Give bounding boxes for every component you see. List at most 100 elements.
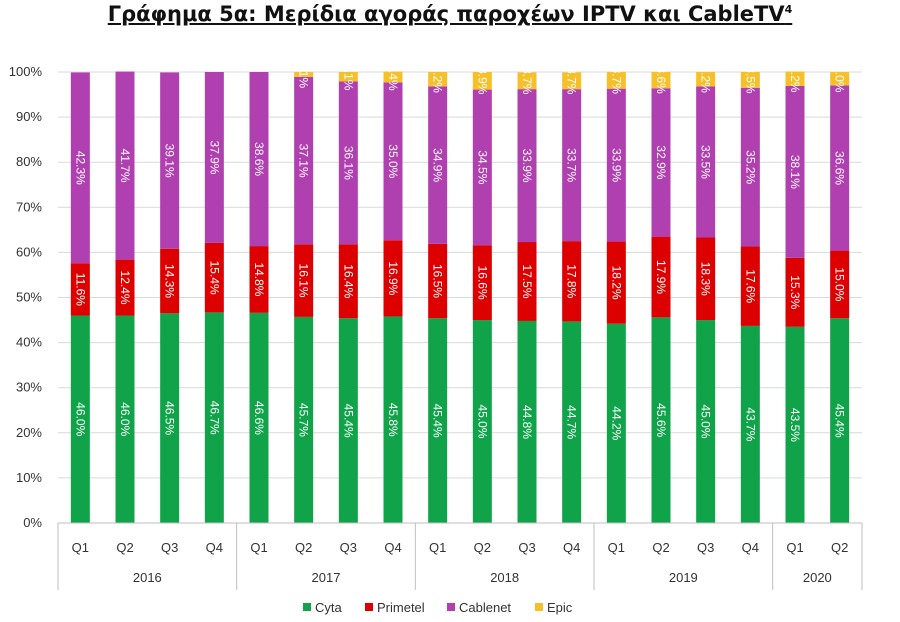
data-label: 36.6%: [833, 151, 847, 185]
x-tick-label: Q1: [608, 540, 625, 555]
data-label: 17.6%: [743, 269, 757, 303]
year-label: 2019: [669, 570, 698, 585]
data-label: 18.2%: [609, 266, 623, 300]
x-tick-label: Q1: [786, 540, 803, 555]
data-label: 3.9%: [475, 67, 489, 95]
bar-segment-epic: [696, 72, 716, 87]
data-label: 15.4%: [207, 261, 221, 295]
bar-segment-primetel: [383, 240, 403, 317]
title-footnote: 4: [784, 3, 793, 16]
data-label: 17.9%: [654, 260, 668, 294]
x-tick-label: Q2: [116, 540, 133, 555]
bar-segment-cablenet: [428, 86, 448, 244]
data-label: 38.1%: [788, 155, 802, 189]
y-tick-label: 10%: [16, 470, 42, 485]
bar-segment-cyta: [428, 318, 448, 523]
bar-segment-primetel: [294, 244, 314, 317]
data-label: 15.0%: [833, 267, 847, 301]
data-label: 16.1%: [297, 264, 311, 298]
y-tick-label: 90%: [16, 109, 42, 124]
year-label: 2017: [312, 570, 341, 585]
bar-segment-primetel: [696, 237, 716, 321]
legend-swatch-epic: [535, 603, 543, 611]
x-tick-label: Q3: [697, 540, 714, 555]
y-tick-label: 70%: [16, 199, 42, 214]
data-label: 45.4%: [431, 404, 445, 438]
bar-segment-cablenet: [383, 82, 403, 241]
bar-segment-cablenet: [562, 89, 582, 242]
bar-segment-cyta: [785, 326, 805, 523]
x-tick-label: Q4: [742, 540, 759, 555]
x-tick-label: Q1: [72, 540, 89, 555]
x-tick-label: Q2: [652, 540, 669, 555]
legend-label-epic: Epic: [547, 600, 573, 615]
bar-segment-cablenet: [338, 81, 358, 245]
data-label: 46.6%: [252, 401, 266, 435]
x-tick-label: Q2: [295, 540, 312, 555]
data-label: 45.4%: [833, 404, 847, 438]
data-label: 15.3%: [788, 275, 802, 309]
gridlines: [58, 71, 862, 524]
data-label: 38.6%: [252, 142, 266, 176]
data-label: 37.9%: [207, 140, 221, 174]
y-tick-label: 60%: [16, 244, 42, 259]
bar-segment-epic: [383, 71, 403, 83]
legend-label-primetel: Primetel: [377, 600, 425, 615]
x-tick-label: Q4: [384, 540, 401, 555]
y-axis: 0% 10% 20% 30% 40% 50% 60% 70% 80% 90% 100%: [9, 64, 43, 530]
data-label: 2.4%: [386, 63, 400, 91]
x-tick-label: Q1: [250, 540, 267, 555]
x-tick-label: Q2: [831, 540, 848, 555]
data-label: 1.1%: [297, 61, 311, 89]
bar-segment-cablenet: [160, 72, 180, 249]
bar-segment-primetel: [160, 248, 180, 314]
data-label: 14.3%: [163, 264, 177, 298]
x-tick-label: Q3: [340, 540, 357, 555]
bar-segment-cablenet: [740, 87, 760, 247]
data-label: 3.7%: [520, 67, 534, 95]
bar-segment-epic: [562, 72, 582, 90]
data-label: 33.9%: [520, 149, 534, 183]
x-axis: Q1 Q2 Q3 Q4 Q1 Q2 Q3 Q4 Q1 Q2 Q3 Q4 Q1 Q2 Q3 Q4 Q1 Q22016…: [57, 522, 863, 590]
data-label: 18.3%: [699, 262, 713, 296]
bar-segment-primetel: [70, 263, 90, 316]
data-label: 3.0%: [833, 65, 847, 93]
data-label: 33.5%: [699, 145, 713, 179]
legend: Cyta Primetel Cablenet Epic: [303, 600, 573, 615]
x-tick-label: Q1: [429, 540, 446, 555]
data-label: 46.0%: [73, 402, 87, 436]
bar-segment-primetel: [785, 257, 805, 327]
bar-segment-epic: [428, 72, 448, 87]
bar-segment-primetel: [472, 245, 492, 321]
legend-label-cyta: Cyta: [315, 600, 343, 615]
data-label: 16.5%: [431, 264, 445, 298]
bar-segment-epic: [740, 72, 760, 88]
bar-segment-primetel: [517, 242, 537, 321]
data-label: 32.9%: [654, 145, 668, 179]
data-label: 43.5%: [788, 408, 802, 442]
bar-segment-cablenet: [115, 71, 135, 260]
bar-segment-epic: [830, 72, 850, 86]
bar-segment-cyta: [517, 320, 537, 523]
y-tick-label: 100%: [9, 64, 43, 79]
data-label: 45.8%: [386, 403, 400, 437]
legend-label-cablenet: Cablenet: [459, 600, 511, 615]
x-tick-label: Q4: [563, 540, 580, 555]
legend-swatch-primetel: [365, 603, 373, 611]
y-tick-label: 0%: [23, 515, 42, 530]
data-label: 42.3%: [73, 151, 87, 185]
data-label: 41.7%: [118, 149, 132, 183]
y-tick-label: 80%: [16, 154, 42, 169]
x-tick-label: Q3: [518, 540, 535, 555]
bar-segment-cablenet: [606, 88, 626, 242]
bar-segment-cablenet: [517, 89, 537, 243]
data-label: 14.8%: [252, 262, 266, 296]
bar-segment-epic: [294, 72, 314, 77]
data-label: 33.7%: [565, 148, 579, 182]
bar-segment-cyta: [115, 315, 135, 523]
data-label: 11.6%: [73, 273, 87, 306]
bar-segment-cyta: [70, 315, 90, 523]
bar-segment-primetel: [428, 243, 448, 319]
bar-segment-cablenet: [785, 85, 805, 258]
bar-segment-cablenet: [249, 72, 269, 247]
